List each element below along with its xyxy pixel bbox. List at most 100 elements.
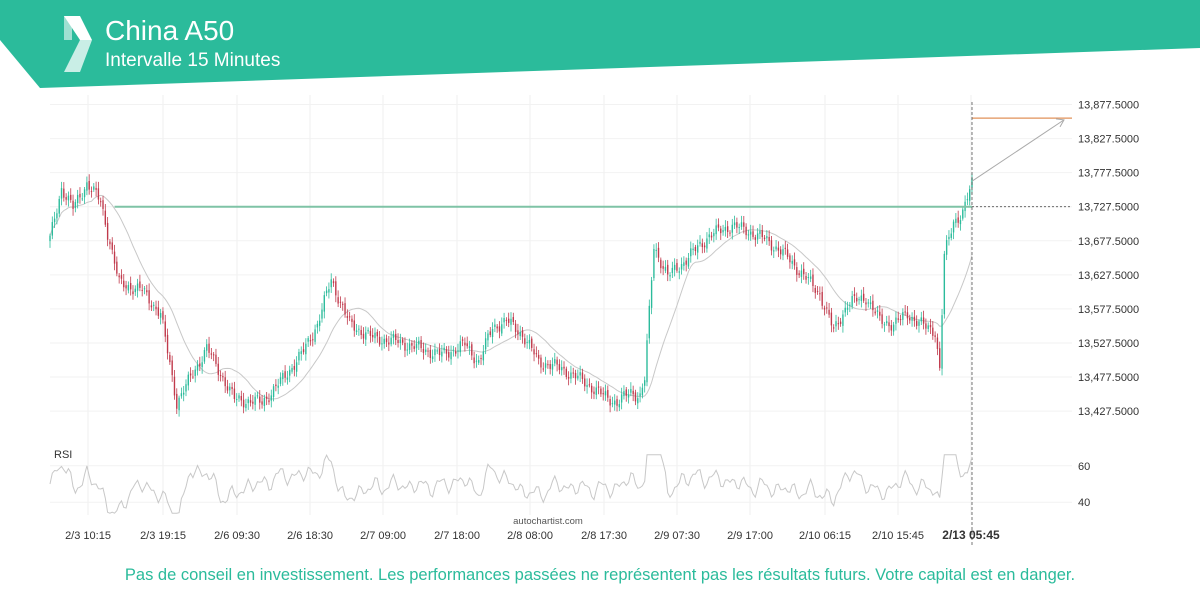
candle-body: [673, 264, 676, 270]
candle-body: [849, 304, 851, 306]
time-tick-label: 2/6 18:30: [287, 530, 333, 542]
candle-body: [713, 233, 715, 237]
candle-body: [245, 403, 247, 409]
candle-body: [51, 222, 53, 236]
candle-body: [895, 317, 897, 324]
candle-body: [222, 375, 224, 378]
candle-body: [501, 324, 503, 334]
candle-body: [657, 247, 660, 258]
candle-body: [425, 349, 427, 352]
candle-body: [759, 230, 761, 234]
candle-body: [242, 399, 245, 408]
candle-body: [556, 359, 558, 365]
candle-body: [531, 338, 533, 348]
candle-body: [74, 202, 77, 209]
candle-body: [461, 339, 464, 341]
candle-body: [325, 290, 328, 294]
candle-body: [484, 338, 487, 350]
candle-body: [934, 335, 936, 337]
candle-body: [839, 321, 842, 324]
candle-body: [678, 271, 680, 273]
rsi-tick-label: 60: [1078, 461, 1090, 473]
candle-body: [918, 321, 920, 326]
candle-body: [551, 364, 554, 370]
candle-body: [275, 384, 277, 387]
candle-body: [134, 288, 136, 293]
candle-body: [100, 201, 102, 203]
candle-body: [680, 264, 683, 270]
price-tick-label: 13,627.5000: [1078, 270, 1139, 282]
candle-body: [913, 316, 916, 321]
candle-body: [952, 221, 955, 233]
candle-body: [494, 324, 496, 327]
time-tick-label: 2/3 19:15: [140, 530, 186, 542]
candle-body: [166, 334, 169, 354]
candle-body: [699, 241, 701, 244]
candle-body: [835, 321, 837, 327]
candle-body: [729, 232, 731, 234]
candle-body: [655, 249, 657, 252]
candle-body: [798, 273, 800, 276]
moving-average-line: [49, 194, 973, 400]
candle-body: [390, 337, 392, 345]
candle-body: [229, 386, 231, 391]
rsi-line: [49, 454, 973, 514]
candle-body: [208, 343, 210, 353]
candle-body: [231, 386, 233, 389]
candle-body: [238, 395, 240, 399]
candle-body: [454, 351, 457, 354]
candle-body: [295, 362, 298, 372]
candle-body: [641, 387, 644, 396]
candle-body: [867, 302, 869, 304]
candle-body: [627, 394, 630, 398]
candle-body: [906, 312, 909, 319]
candle-body: [263, 398, 266, 406]
candle-body: [595, 387, 597, 395]
candle-body: [291, 367, 293, 372]
candle-body: [731, 224, 733, 233]
candle-body: [814, 287, 816, 293]
candle-body: [888, 322, 890, 327]
candle-body: [616, 399, 618, 406]
candle-body: [422, 349, 425, 353]
autochartist-logo-icon: [64, 16, 92, 72]
candle-body: [632, 390, 634, 395]
candle-body: [240, 395, 243, 401]
candle-body: [796, 267, 798, 275]
candle-body: [639, 393, 641, 397]
candle-body: [685, 260, 687, 265]
candle-body: [623, 391, 625, 397]
candle-body: [929, 325, 932, 328]
candle-body: [210, 353, 213, 355]
candle-body: [819, 293, 821, 295]
candle-body: [120, 275, 123, 279]
candle-body: [450, 352, 452, 360]
time-tick-label: 2/9 17:00: [727, 530, 773, 542]
candle-body: [431, 356, 434, 360]
watermark: autochartist.com: [513, 516, 583, 527]
candle-body: [763, 237, 766, 240]
candle-body: [936, 337, 939, 349]
candle-body: [272, 386, 275, 397]
candle-body: [899, 319, 902, 321]
candle-body: [966, 199, 969, 201]
candle-body: [614, 400, 616, 405]
candle-body: [886, 321, 888, 324]
candle-body: [503, 318, 505, 323]
candle-body: [526, 341, 528, 343]
candle-body: [869, 302, 872, 305]
candle-body: [259, 396, 261, 403]
candle-body: [646, 340, 648, 383]
candle-body: [768, 236, 770, 242]
candle-body: [775, 246, 777, 250]
time-tick-label: 2/10 06:15: [799, 530, 851, 542]
candle-body: [445, 349, 448, 354]
candle-body: [125, 285, 127, 289]
candle-body: [153, 304, 155, 306]
candle-body: [625, 389, 627, 396]
projection-line: [971, 119, 1065, 182]
candle-body: [164, 321, 166, 337]
candle-body: [302, 349, 305, 353]
candle-body: [478, 360, 480, 363]
candle-body: [206, 344, 208, 351]
